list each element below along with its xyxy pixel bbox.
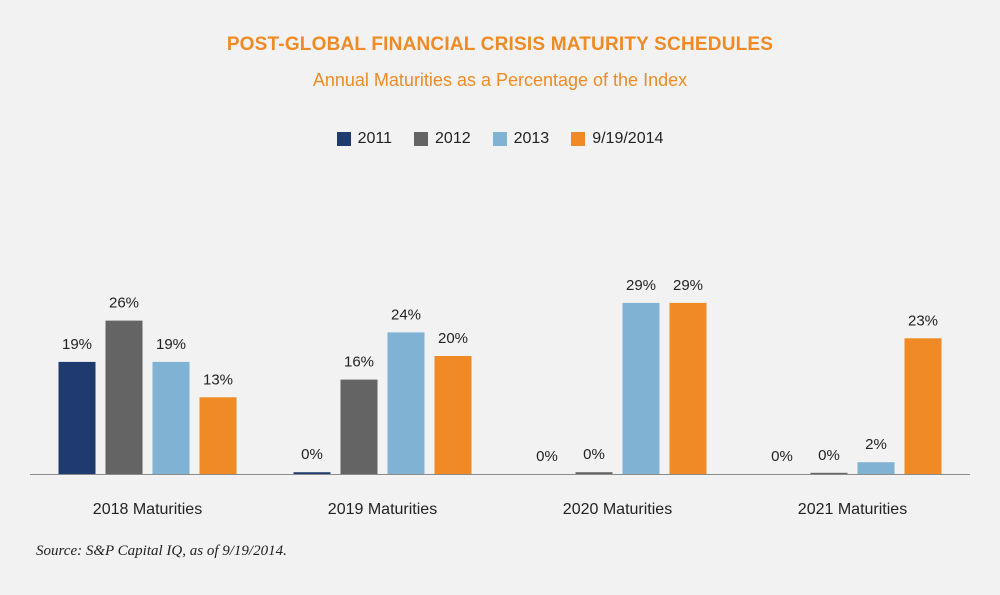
- legend-item-2013: 2013: [492, 130, 550, 148]
- legend-swatch: [336, 132, 351, 146]
- chart-subtitle: Annual Maturities as a Percentage of the…: [312, 70, 688, 90]
- bar-2012-4: [810, 472, 848, 474]
- data-label: 19%: [156, 336, 186, 353]
- bar-9-19-2014-3: [669, 302, 707, 474]
- bar-2013-2: [387, 332, 425, 474]
- data-label: 24%: [391, 306, 421, 323]
- data-label: 0%: [536, 448, 558, 465]
- legend-label: 2011: [357, 130, 393, 147]
- chart-title: POST-GLOBAL FINANCIAL CRISIS MATURITY SC…: [226, 34, 774, 55]
- chart-legend: 2011 2012 2013 9/19/2014: [0, 130, 1000, 148]
- bar-2013-4: [857, 462, 895, 474]
- bar-2013-1: [152, 361, 190, 474]
- data-label: 20%: [438, 330, 468, 347]
- x-tick-label: 2019 Maturities: [328, 501, 437, 518]
- bar-chart: 19% 26% 19% 13% 2018 Maturities 0% 16% 24% 20% 20…: [30, 277, 970, 518]
- legend-item-2011: 2011: [336, 130, 393, 148]
- legend-item-2012: 2012: [414, 130, 471, 148]
- bar-2013-3: [622, 302, 660, 474]
- bar-2012-3: [575, 472, 613, 474]
- x-tick-label: 2021 Maturities: [798, 501, 907, 518]
- legend-swatch: [492, 132, 507, 146]
- data-label: 2%: [865, 436, 887, 453]
- legend-label: 2012: [435, 130, 471, 147]
- data-label: 16%: [344, 354, 374, 371]
- legend-swatch: [414, 132, 429, 146]
- data-label: 19%: [62, 336, 92, 353]
- legend-item-2014: 9/19/2014: [571, 130, 663, 148]
- bar-9-19-2014-4: [904, 338, 942, 474]
- data-label: 29%: [673, 277, 703, 294]
- legend-swatch: [571, 132, 586, 146]
- data-label: 0%: [771, 448, 793, 465]
- data-label: 13%: [203, 371, 233, 388]
- bar-9-19-2014-2: [434, 356, 472, 474]
- data-label: 26%: [109, 295, 139, 312]
- data-label: 0%: [583, 446, 605, 463]
- bar-2012-1: [105, 320, 143, 474]
- data-label: 23%: [908, 312, 938, 329]
- bar-2011-1: [58, 361, 96, 474]
- bar-9-19-2014-1: [199, 397, 237, 474]
- bar-2012-2: [340, 379, 378, 474]
- source-note: Source: S&P Capital IQ, as of 9/19/2014.: [36, 543, 287, 559]
- data-label: 29%: [626, 277, 656, 294]
- x-tick-label: 2020 Maturities: [563, 501, 672, 518]
- bar-2011-2: [293, 472, 331, 474]
- legend-label: 9/19/2014: [592, 130, 664, 147]
- x-tick-label: 2018 Maturities: [93, 501, 202, 518]
- data-label: 0%: [818, 447, 840, 464]
- data-label: 0%: [301, 446, 323, 463]
- legend-label: 2013: [513, 130, 550, 147]
